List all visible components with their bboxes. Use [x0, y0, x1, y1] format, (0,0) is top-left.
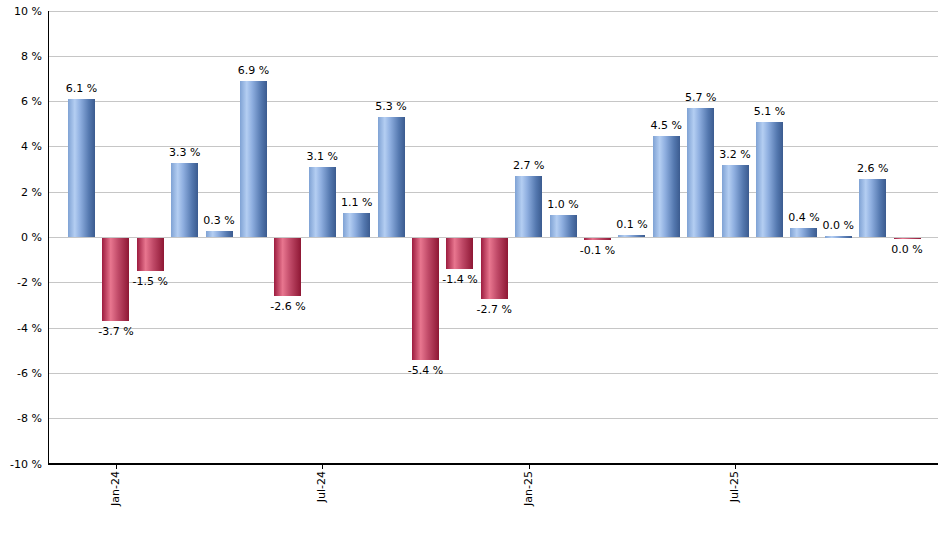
y-axis-tick-label: -6 % [0, 367, 42, 380]
bar [240, 81, 267, 237]
bar [687, 108, 714, 237]
bar-value-label: -2.6 % [258, 300, 318, 313]
bar-value-label: 6.9 % [224, 64, 284, 77]
x-axis-tick-mark [735, 464, 736, 469]
bar [481, 238, 508, 299]
bar-value-label: 1.0 % [533, 198, 593, 211]
gridline [48, 328, 938, 329]
bar-value-label: 5.1 % [740, 105, 800, 118]
y-axis-tick-label: 10 % [0, 5, 42, 18]
x-axis-tick-label: Jul-24 [315, 471, 329, 502]
y-axis-tick-label: -4 % [0, 322, 42, 335]
bar-value-label: 2.7 % [499, 159, 559, 172]
bar [68, 99, 95, 237]
gridline [48, 56, 938, 57]
y-axis-tick-label: -8 % [0, 412, 42, 425]
x-axis-tick-mark [322, 464, 323, 469]
x-axis-tick-label: Jan-25 [522, 471, 536, 506]
y-axis-tick-label: 0 % [0, 231, 42, 244]
bar [274, 238, 301, 297]
y-axis-tick-label: -10 % [0, 458, 42, 471]
bar-value-label: -0.1 % [568, 244, 628, 257]
bar-value-label: 3.3 % [155, 146, 215, 159]
bar [137, 238, 164, 272]
bar-value-label: 6.1 % [52, 82, 112, 95]
y-axis-tick-label: 4 % [0, 140, 42, 153]
bar-value-label: -1.5 % [120, 275, 180, 288]
bar [722, 165, 749, 237]
y-axis-tick-label: 2 % [0, 186, 42, 199]
x-axis-tick-label: Jul-25 [728, 471, 742, 502]
gridline [48, 418, 938, 419]
bar [446, 238, 473, 270]
bar [859, 179, 886, 238]
bar-value-label: 3.1 % [292, 150, 352, 163]
bar-value-label: -2.7 % [464, 303, 524, 316]
bar [343, 213, 370, 238]
bar [825, 236, 852, 238]
x-axis-tick-label: Jan-24 [109, 471, 123, 506]
bar [412, 238, 439, 360]
gridline [48, 101, 938, 102]
bar-value-label: 2.6 % [843, 162, 903, 175]
x-axis-line [48, 463, 938, 465]
x-axis-tick-mark [116, 464, 117, 469]
y-axis-tick-label: -2 % [0, 276, 42, 289]
bar [584, 238, 611, 240]
bar-value-label: 0.0 % [877, 243, 937, 256]
bar [618, 235, 645, 237]
bar [894, 238, 921, 240]
bar-value-label: 5.3 % [361, 100, 421, 113]
y-axis-tick-label: 8 % [0, 50, 42, 63]
bar-value-label: -5.4 % [396, 364, 456, 377]
bar-value-label: -3.7 % [86, 325, 146, 338]
bar-value-label: 5.7 % [671, 91, 731, 104]
x-axis-tick-mark [529, 464, 530, 469]
bar [550, 215, 577, 238]
bar [206, 231, 233, 238]
bar [378, 117, 405, 237]
gridline [48, 373, 938, 374]
y-axis-tick-label: 6 % [0, 95, 42, 108]
y-axis-line [48, 11, 49, 464]
gridline [48, 11, 938, 12]
monthly-returns-bar-chart: 10 % 8 % 6 % 4 % 2 % 0 % -2 % -4 % -6 % -8 % -10 %… [0, 0, 940, 550]
bar [653, 136, 680, 238]
